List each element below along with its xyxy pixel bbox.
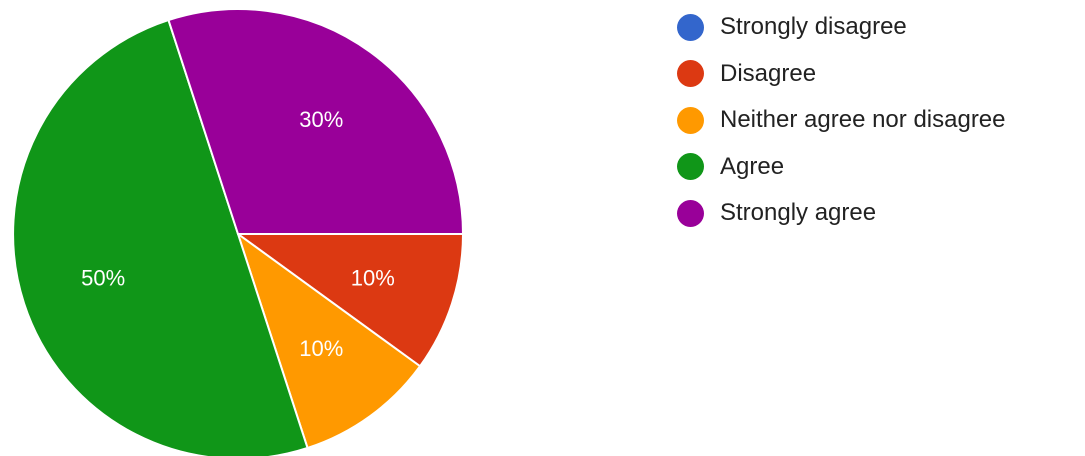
slice-label-strongly-agree: 30% xyxy=(299,107,343,132)
pie-slice-agree xyxy=(12,18,309,456)
legend-marker xyxy=(677,199,704,227)
chart-legend: Strongly disagree Disagree Neither agree n… xyxy=(677,4,1006,237)
legend-label: Disagree xyxy=(720,59,817,87)
legend-marker xyxy=(677,153,704,181)
legend-item-disagree[interactable]: Disagree xyxy=(677,51,1006,98)
pie-slice-disagree xyxy=(234,233,465,368)
legend-marker xyxy=(677,60,704,88)
legend-item-strongly-disagree[interactable]: Strongly disagree xyxy=(677,4,1006,51)
legend-label: Neither agree nor disagree xyxy=(720,106,1006,134)
legend-marker xyxy=(677,106,704,134)
slice-label-disagree: 10% xyxy=(351,265,395,290)
pie-plot-area: 10% 10% 50% 30% xyxy=(12,8,465,456)
legend-label: Strongly disagree xyxy=(720,13,907,41)
legend-item-agree[interactable]: Agree xyxy=(677,144,1006,191)
slice-label-agree: 50% xyxy=(81,265,125,290)
legend-marker xyxy=(677,13,704,41)
legend-label: Agree xyxy=(720,152,785,180)
legend-item-neither-agree-nor-disagree[interactable]: Neither agree nor disagree xyxy=(677,97,1006,144)
legend-label: Strongly agree xyxy=(720,199,877,227)
slice-label-neither-agree-nor-disagree: 10% xyxy=(299,336,343,361)
pie-slice-neither-agree-nor-disagree xyxy=(236,231,422,450)
legend-item-strongly-agree[interactable]: Strongly agree xyxy=(677,190,1006,237)
pie-slice-strongly-agree xyxy=(167,8,465,235)
